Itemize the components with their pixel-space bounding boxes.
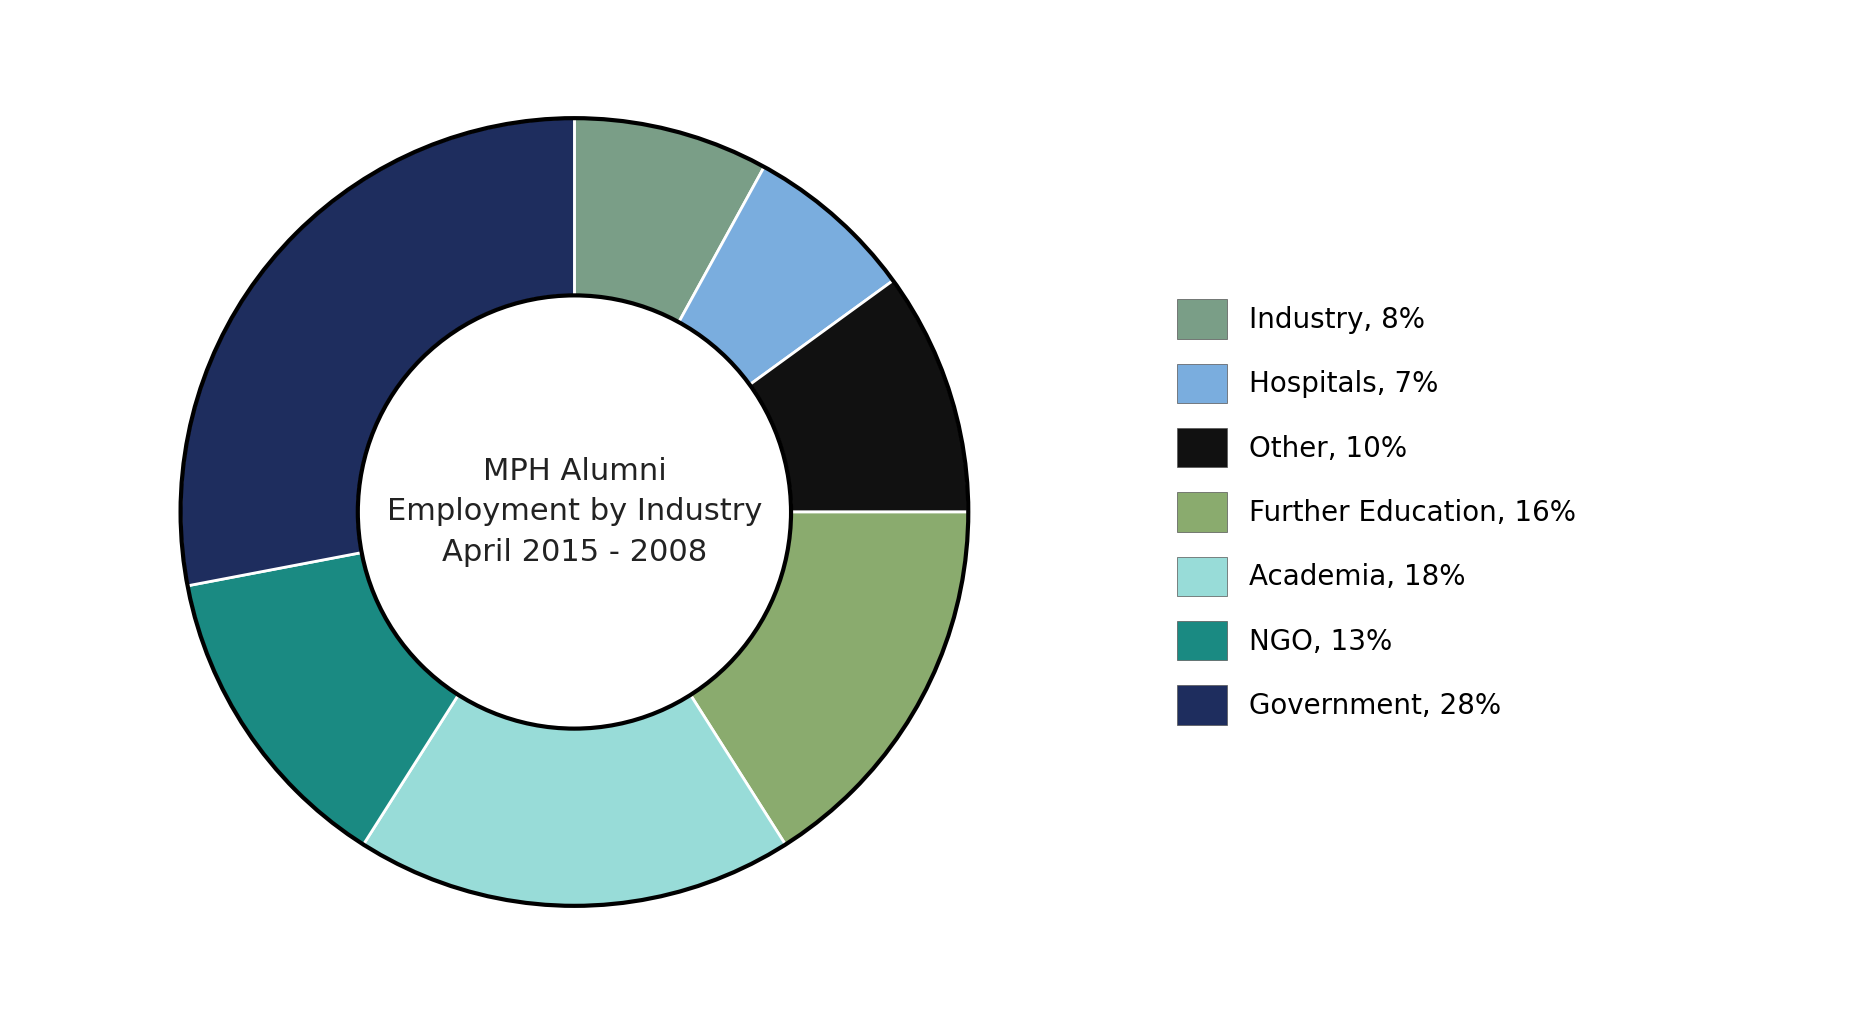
- Wedge shape: [678, 167, 893, 385]
- Wedge shape: [187, 553, 458, 845]
- Legend: Industry, 8%, Hospitals, 7%, Other, 10%, Further Education, 16%, Academia, 18%, : Industry, 8%, Hospitals, 7%, Other, 10%,…: [1162, 286, 1590, 738]
- Wedge shape: [750, 281, 969, 512]
- Text: MPH Alumni
Employment by Industry
April 2015 - 2008: MPH Alumni Employment by Industry April …: [387, 457, 762, 567]
- Wedge shape: [180, 118, 574, 586]
- Wedge shape: [574, 118, 763, 323]
- Wedge shape: [363, 695, 786, 906]
- Wedge shape: [691, 512, 969, 845]
